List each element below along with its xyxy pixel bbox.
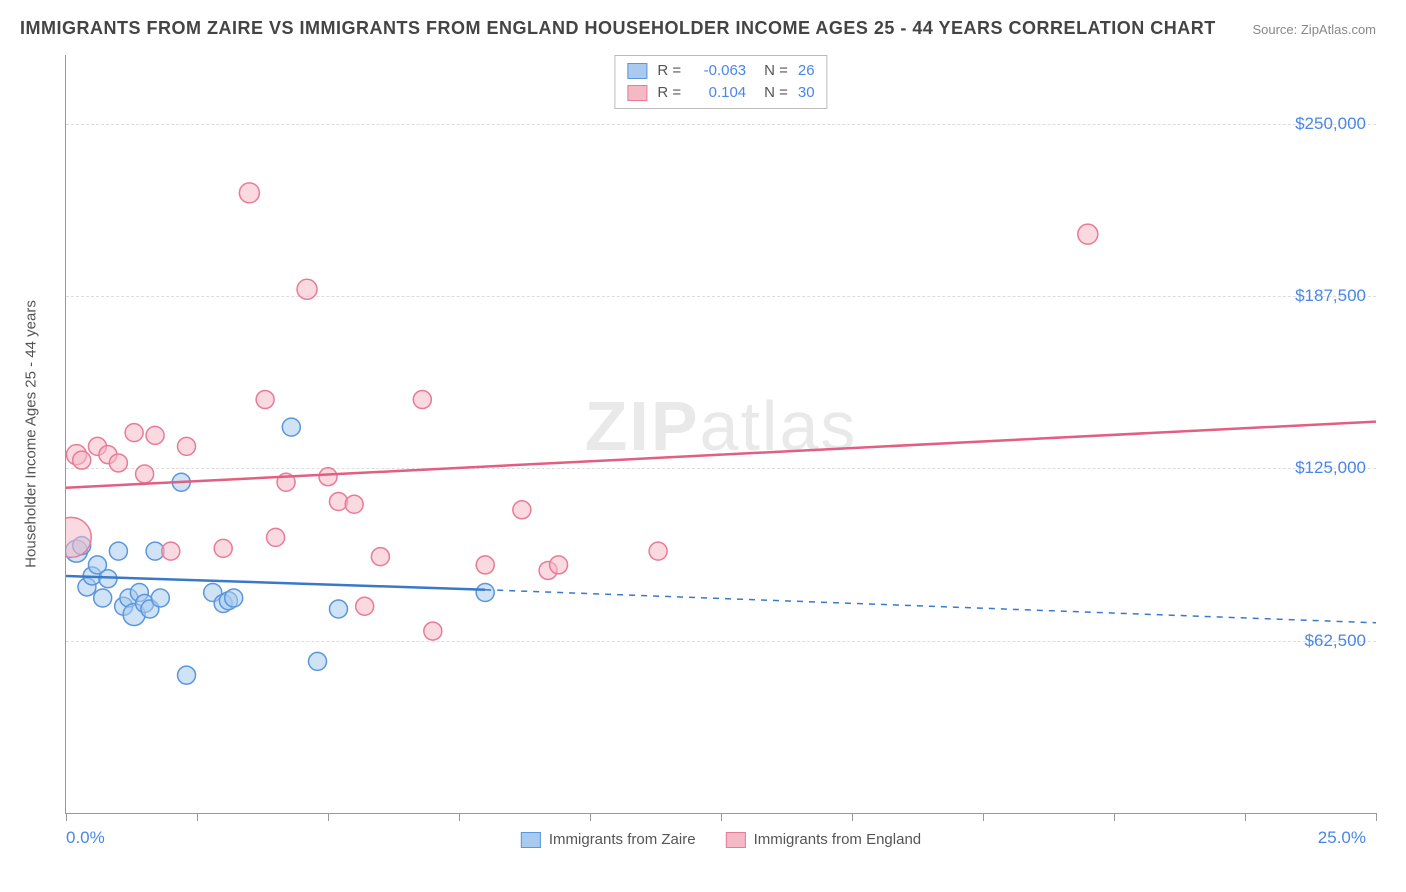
data-point (476, 556, 494, 574)
r-value-zaire: -0.063 (691, 60, 746, 82)
stats-legend: R = -0.063 N = 26 R = 0.104 N = 30 (614, 55, 827, 109)
data-point (513, 501, 531, 519)
y-axis-label: Householder Income Ages 25 - 44 years (23, 300, 40, 568)
x-tick (1376, 813, 1377, 821)
data-point (329, 600, 347, 618)
legend-label-england: Immigrants from England (754, 831, 922, 848)
x-tick (721, 813, 722, 821)
stats-row-zaire: R = -0.063 N = 26 (627, 60, 814, 82)
r-value-england: 0.104 (691, 82, 746, 104)
chart-svg (66, 55, 1376, 813)
data-point (297, 279, 317, 299)
x-tick (328, 813, 329, 821)
data-point (225, 589, 243, 607)
data-point (319, 468, 337, 486)
data-point (94, 589, 112, 607)
data-point (356, 597, 374, 615)
data-point (413, 391, 431, 409)
data-point (282, 418, 300, 436)
data-point (1078, 224, 1098, 244)
swatch-zaire (627, 63, 647, 79)
x-tick (983, 813, 984, 821)
data-point (125, 424, 143, 442)
x-axis-max-label: 25.0% (1318, 828, 1366, 848)
swatch-england (627, 85, 647, 101)
data-point (109, 454, 127, 472)
n-value-zaire: 26 (798, 60, 815, 82)
x-tick (66, 813, 67, 821)
x-tick (1114, 813, 1115, 821)
data-point (329, 493, 347, 511)
x-tick (590, 813, 591, 821)
x-tick (852, 813, 853, 821)
legend-item-zaire: Immigrants from Zaire (521, 831, 696, 848)
data-point (371, 548, 389, 566)
chart-container: IMMIGRANTS FROM ZAIRE VS IMMIGRANTS FROM… (0, 0, 1406, 892)
x-tick (197, 813, 198, 821)
n-value-england: 30 (798, 82, 815, 104)
series-legend: Immigrants from Zaire Immigrants from En… (521, 831, 921, 848)
data-point (267, 528, 285, 546)
data-point (550, 556, 568, 574)
data-point (162, 542, 180, 560)
data-point (239, 183, 259, 203)
data-point (476, 583, 494, 601)
legend-label-zaire: Immigrants from Zaire (549, 831, 696, 848)
legend-swatch-england (726, 832, 746, 848)
data-point (256, 391, 274, 409)
x-tick (1245, 813, 1246, 821)
x-axis-min-label: 0.0% (66, 828, 105, 848)
trend-line (66, 422, 1376, 488)
trend-line-dashed (485, 590, 1376, 623)
source-attribution: Source: ZipAtlas.com (1252, 22, 1376, 37)
chart-title: IMMIGRANTS FROM ZAIRE VS IMMIGRANTS FROM… (20, 18, 1216, 39)
x-tick (459, 813, 460, 821)
data-point (151, 589, 169, 607)
legend-item-england: Immigrants from England (726, 831, 922, 848)
data-point (649, 542, 667, 560)
data-point (424, 622, 442, 640)
legend-swatch-zaire (521, 832, 541, 848)
data-point (136, 465, 154, 483)
data-point (214, 539, 232, 557)
data-point (146, 426, 164, 444)
data-point (309, 652, 327, 670)
stats-row-england: R = 0.104 N = 30 (627, 82, 814, 104)
data-point (109, 542, 127, 560)
data-point (345, 495, 363, 513)
data-point (73, 451, 91, 469)
data-point (178, 666, 196, 684)
data-point (178, 437, 196, 455)
plot-area: Householder Income Ages 25 - 44 years ZI… (65, 55, 1376, 814)
trend-line (66, 576, 485, 590)
